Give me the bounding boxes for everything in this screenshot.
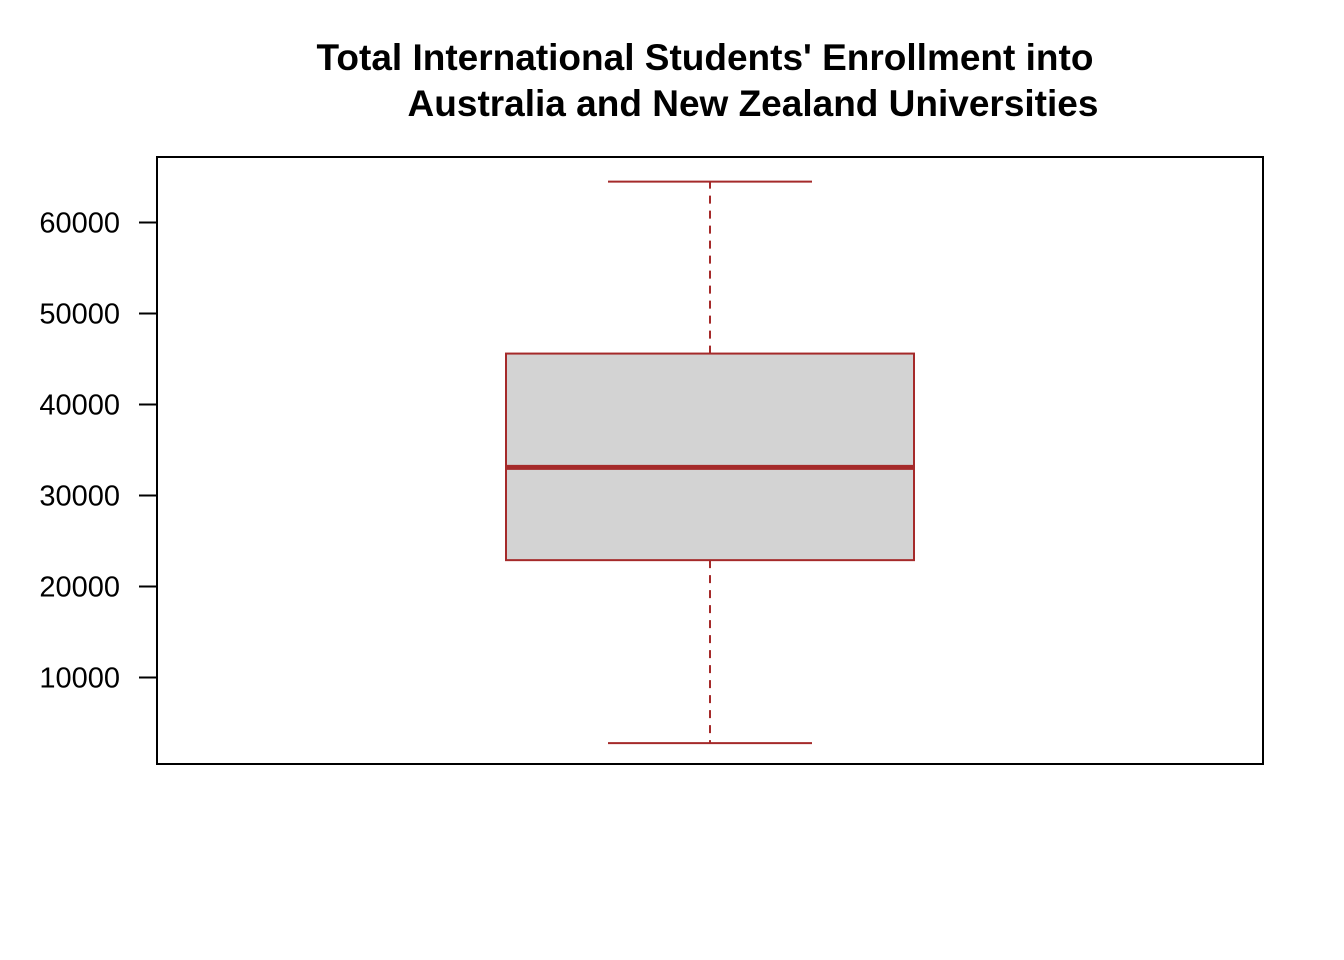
chart-title-line-1: Total International Students' Enrollment… — [317, 37, 1094, 78]
interquartile-box — [505, 352, 915, 562]
plot-frame — [156, 156, 1264, 765]
y-tick-label: 10000 — [39, 663, 120, 695]
y-tick-label: 60000 — [39, 208, 120, 240]
y-tick-label: 30000 — [39, 481, 120, 513]
chart-title-line-2: Australia and New Zealand Universities — [408, 83, 1099, 124]
y-tick-label: 20000 — [39, 572, 120, 604]
plot-area: 10000 20000 30000 40000 50000 60000 — [39, 156, 1264, 765]
y-tick-label: 40000 — [39, 390, 120, 422]
y-tick-label: 50000 — [39, 299, 120, 331]
